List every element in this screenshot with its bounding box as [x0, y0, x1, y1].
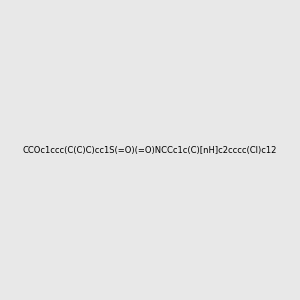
Text: CCOc1ccc(C(C)C)cc1S(=O)(=O)NCCc1c(C)[nH]c2cccc(Cl)c12: CCOc1ccc(C(C)C)cc1S(=O)(=O)NCCc1c(C)[nH]… [23, 146, 277, 154]
